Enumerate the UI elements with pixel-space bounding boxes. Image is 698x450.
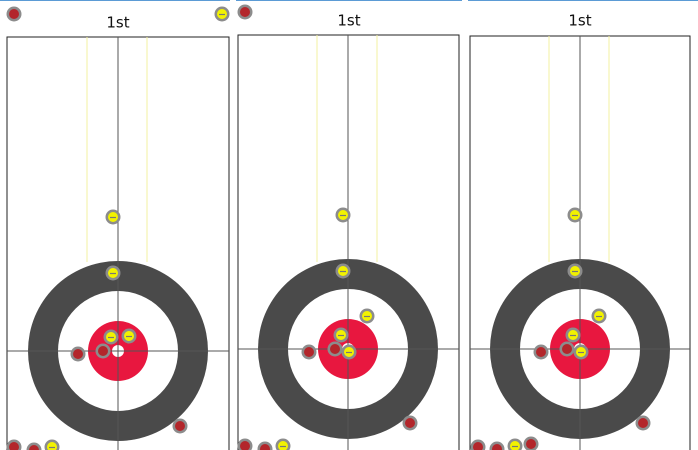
end-title: 1st <box>337 12 360 30</box>
end-title: 1st <box>106 14 129 32</box>
stone-top <box>405 418 415 428</box>
stone-top <box>73 349 83 359</box>
stone-top <box>638 418 648 428</box>
stone-top <box>9 9 19 19</box>
stone-top <box>240 441 250 450</box>
stone-top <box>9 442 19 450</box>
stone-top <box>240 7 250 17</box>
stone-top <box>175 421 185 431</box>
stone-top <box>536 347 546 357</box>
stone-top <box>278 441 288 450</box>
end-title: 1st <box>568 12 591 30</box>
stone-top <box>29 445 39 450</box>
stone-top <box>526 439 536 449</box>
stone-top <box>304 347 314 357</box>
stone-top <box>473 442 483 450</box>
stone-top <box>492 444 502 450</box>
stone-top <box>330 344 340 354</box>
stone-top <box>98 346 108 356</box>
stone-top <box>562 344 572 354</box>
stone-top <box>260 444 270 450</box>
stone-top <box>510 441 520 450</box>
